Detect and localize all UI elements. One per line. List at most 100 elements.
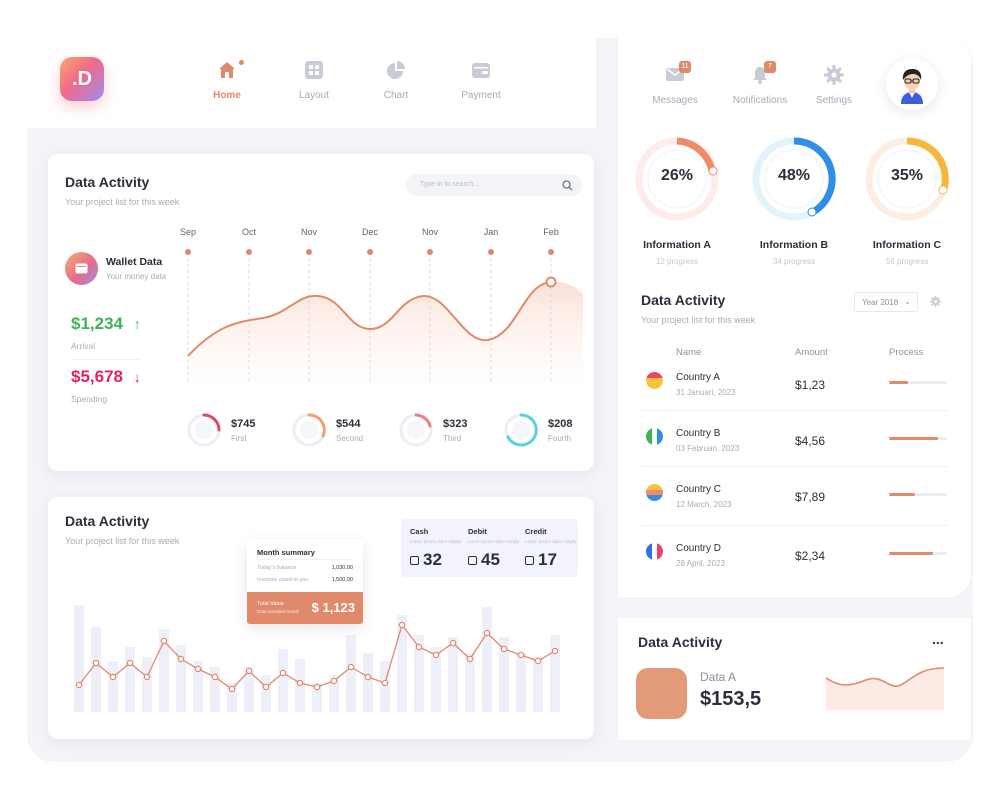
notifications-badge: 7 <box>764 61 776 73</box>
country-table-title: Data Activity <box>641 292 726 308</box>
data-a-card: Data Activity ... Data A $153,5 <box>618 618 971 740</box>
data-a-swatch <box>636 668 687 719</box>
arrow-down-icon: ↓ <box>133 369 141 385</box>
nav-payment[interactable]: Payment <box>441 60 521 101</box>
mini-stat-label: Second <box>336 434 364 443</box>
mini-ring <box>504 413 538 447</box>
notifications-button[interactable]: 7 Notifications <box>720 61 800 106</box>
donut-chart <box>752 137 836 221</box>
col-header-amount: Amount <box>795 347 828 358</box>
month-label: Feb <box>543 227 559 237</box>
month-label: Dec <box>361 227 378 237</box>
nav-home[interactable]: Home <box>187 60 267 101</box>
info-donut-a: 26% Information A 12 progress <box>632 134 722 266</box>
month-label: Jan <box>483 227 499 237</box>
bar-line-chart <box>74 605 560 712</box>
bar-card: Data Activity Your project list for this… <box>48 497 594 739</box>
flag-icon <box>646 372 663 389</box>
more-menu-icon[interactable]: ... <box>932 631 944 647</box>
mini-ring <box>187 413 221 447</box>
card-icon <box>525 555 534 565</box>
month-label: Sep <box>179 227 196 237</box>
mini-stat-second: $544 Second <box>291 412 391 452</box>
mini-stat-value: $544 <box>336 418 361 430</box>
month-label: Nov <box>300 227 317 237</box>
month-label: Oct <box>241 227 256 237</box>
top-nav: .D Home Layout Chart Payment <box>27 38 596 128</box>
flag-icon <box>646 543 663 560</box>
flag-icon <box>646 484 663 501</box>
donut-sub: 12 progress <box>655 257 699 266</box>
mini-stat-value: $745 <box>231 418 256 430</box>
bar-line-points <box>75 621 559 693</box>
user-avatar[interactable] <box>886 58 938 110</box>
mini-ring <box>399 413 433 447</box>
notifications-label: Notifications <box>732 95 788 106</box>
progress-bar <box>889 437 947 440</box>
payment-stats-panel: Cash Lorem ipsum dolor simply 32 Debit L… <box>401 519 578 577</box>
search-icon[interactable] <box>562 180 573 191</box>
spending-label: Spending <box>71 394 107 404</box>
app-logo[interactable]: .D <box>60 57 104 101</box>
info-donut-b: 48% Information B 34 progress <box>749 134 839 266</box>
donut-name: Information C <box>872 239 942 251</box>
activity-line-chart <box>185 249 583 384</box>
mini-stat-fourth: $208 Fourth <box>503 412 603 452</box>
gear-icon <box>823 64 845 86</box>
mini-stat-third: $323 Third <box>398 412 498 452</box>
wallet-icon <box>471 60 491 80</box>
nav-chart[interactable]: Chart <box>356 60 436 101</box>
donut-name: Information A <box>643 239 711 251</box>
gear-icon[interactable] <box>930 296 941 307</box>
stat-credit: Credit Lorem ipsum dolor simply 17 <box>525 527 577 569</box>
settings-button[interactable]: Settings <box>794 64 874 106</box>
spending-value: $5,678 ↓ <box>71 367 141 386</box>
nav-layout[interactable]: Layout <box>274 60 354 101</box>
data-a-sparkline <box>826 667 944 710</box>
progress-bar <box>889 552 947 555</box>
nav-chart-label: Chart <box>383 90 409 101</box>
pie-chart-icon <box>386 60 406 80</box>
col-header-process: Process <box>889 347 924 358</box>
summary-row: Invoices owed to you 1,500,00 <box>257 577 353 583</box>
right-panel: 11 Messages 7 Notifications Settings <box>618 38 971 597</box>
donut-sub: 34 progress <box>772 257 816 266</box>
nav-home-label: Home <box>213 90 241 101</box>
data-a-value: $153,5 <box>700 688 762 710</box>
col-header-name: Name <box>676 347 702 358</box>
mini-stat-label: Third <box>443 434 462 443</box>
summary-title: Month summary <box>257 548 315 557</box>
stat-cash: Cash Lorem ipsum dolor simply 32 <box>410 527 462 569</box>
arrival-value: $1,234 ↑ <box>71 314 141 333</box>
country-table-subtitle: Your project list for this week <box>641 315 756 325</box>
wallet-icon <box>75 263 88 274</box>
progress-bar <box>889 493 947 496</box>
activity-subtitle: Your project list for this week <box>65 197 180 207</box>
mini-stat-value: $208 <box>548 418 573 430</box>
mini-stat-value: $323 <box>443 418 468 430</box>
kpi-divider <box>71 359 141 360</box>
bar-card-title: Data Activity <box>65 513 150 529</box>
wallet-sub: Your money data <box>106 272 167 281</box>
mini-stat-label: First <box>231 434 247 443</box>
year-select[interactable]: Year 2018 ⌄ <box>854 292 918 312</box>
messages-badge: 11 <box>679 61 691 73</box>
user-avatar-illustration <box>901 69 923 104</box>
arrival-label: Arrival <box>71 341 96 351</box>
donut-percent: 48% <box>777 167 811 184</box>
active-point[interactable] <box>545 276 557 288</box>
search-input[interactable]: Type in to search... <box>406 174 582 196</box>
summary-total: Total Value Data recorded month $ 1,123 <box>247 592 363 624</box>
donut-chart <box>865 137 949 221</box>
arrow-up-icon: ↑ <box>133 316 141 332</box>
messages-label: Messages <box>652 95 698 106</box>
stat-debit: Debit Lorem ipsum dolor simply 45 <box>468 527 520 569</box>
nav-payment-label: Payment <box>461 90 501 101</box>
month-summary-popup: Month summary Today's balance 1,030,00 In… <box>247 540 363 624</box>
donut-percent: 26% <box>660 167 694 184</box>
donut-name: Information B <box>759 239 829 251</box>
messages-button[interactable]: 11 Messages <box>635 61 715 106</box>
month-dots <box>185 249 554 255</box>
mini-stat-label: Fourth <box>548 434 572 443</box>
mini-stat-first: $745 First <box>186 412 286 452</box>
